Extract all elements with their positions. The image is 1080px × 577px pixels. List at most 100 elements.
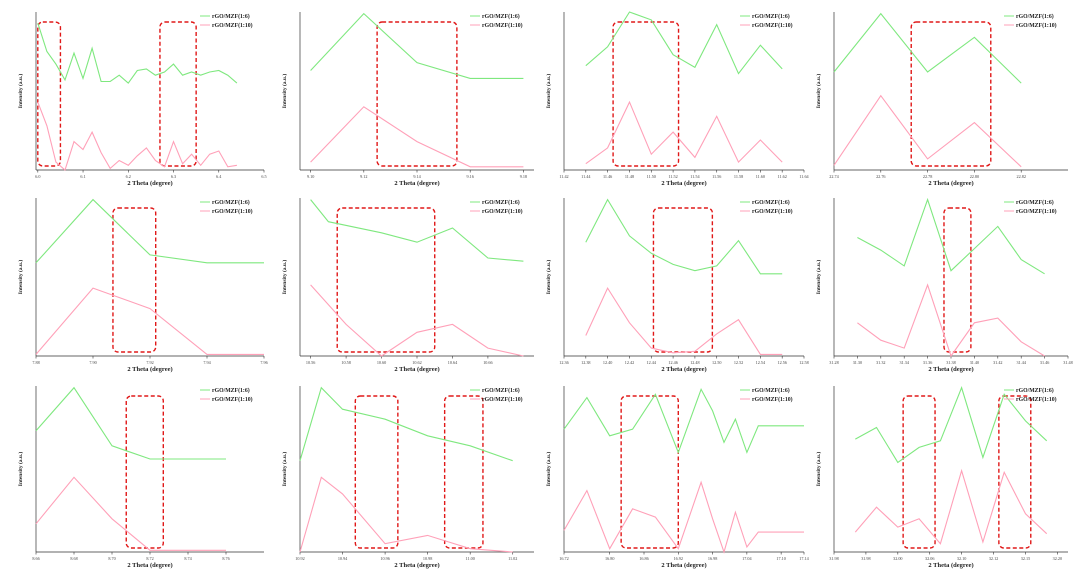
x-tick-label: 10.94 (338, 556, 348, 561)
x-axis-label: 2 Theta (degree) (661, 180, 706, 187)
x-axis-label: 2 Theta (degree) (928, 180, 973, 187)
series-line (585, 198, 783, 275)
series-line (37, 101, 237, 171)
x-tick-label: 11.52 (668, 174, 677, 179)
x-tick-label: 12.48 (690, 360, 699, 365)
x-tick-label: 12.46 (668, 360, 677, 365)
x-tick-label: 12.50 (712, 360, 721, 365)
chart-panel: 16.72 16.80 16.86 16.92 16.98 17.04 17.10 17.14… (542, 378, 810, 570)
highlight-box (37, 21, 62, 167)
x-tick-label: 11.48 (625, 174, 634, 179)
chart-panel: 7.88 7.90 7.92 7.94 7.96 2 Theta (degree) Inte… (14, 190, 270, 374)
series-line (35, 476, 226, 551)
y-axis-label: Intensity (a.u.) (17, 452, 24, 487)
x-tick-label: 6.2 (126, 174, 131, 179)
x-tick-label: 8.74 (184, 556, 192, 561)
x-tick-label: 12.36 (559, 360, 568, 365)
chart-svg: 9.10 9.12 9.14 9.16 9.18 2 Theta (degree) Inte… (281, 12, 534, 187)
x-tick-label: 10.98 (423, 556, 432, 561)
legend-label: rGO/MZF(1:10) (482, 396, 523, 403)
series-line (35, 287, 264, 355)
highlight-box (376, 21, 458, 167)
legend-label: rGO/MZF(1:10) (752, 208, 793, 215)
chart-svg: 22.74 22.76 22.78 22.80 22.82 2 Theta (degree… (815, 12, 1068, 187)
legend-label: rGO/MZF(1:6) (752, 387, 790, 394)
x-tick-label: 31.40 (970, 360, 979, 365)
x-tick-label: 16.86 (639, 556, 648, 561)
chart-svg: 12.36 12.38 12.40 12.42 12.44 12.46 12.48 12.50… (545, 198, 809, 373)
x-tick-label: 31.46 (1040, 360, 1049, 365)
x-tick-label: 31.98 (861, 556, 870, 561)
x-tick-label: 6.1 (80, 174, 85, 179)
highlight-box (620, 395, 679, 549)
y-axis-label: Intensity (a.u.) (545, 452, 552, 487)
x-tick-label: 12.40 (603, 360, 612, 365)
x-tick-label: 17.14 (799, 556, 809, 561)
series-line (563, 480, 804, 554)
legend-label: rGO/MZF(1:10) (482, 22, 523, 29)
chart-svg: 8.66 8.68 8.70 8.72 8.74 8.76 2 Theta (degree)… (17, 386, 264, 569)
x-tick-label: 16.98 (708, 556, 717, 561)
y-axis-label: Intensity (a.u.) (545, 260, 552, 295)
x-tick-label: 31.36 (923, 360, 932, 365)
series-line (310, 284, 524, 357)
x-tick-label: 10.60 (377, 360, 386, 365)
highlight-box (998, 395, 1032, 549)
chart-svg: 10.92 10.94 10.96 10.98 11.00 11.02 2 Theta (d… (281, 386, 534, 569)
legend-label: rGO/MZF(1:6) (752, 199, 790, 206)
x-tick-label: 6.0 (35, 174, 40, 179)
x-tick-label: 11.02 (508, 556, 517, 561)
x-tick-label: 11.44 (581, 174, 591, 179)
x-tick-label: 16.72 (559, 556, 568, 561)
x-tick-label: 12.52 (734, 360, 743, 365)
highlight-box (112, 207, 157, 353)
x-tick-label: 16.92 (674, 556, 683, 561)
chart-panel: 31.28 31.30 31.32 31.34 31.36 31.38 31.40 31.42… (812, 190, 1074, 374)
series-line (854, 468, 1048, 545)
x-tick-label: 11.64 (799, 174, 809, 179)
series-line (37, 22, 238, 84)
series-line (855, 386, 1048, 464)
y-axis-label: Intensity (a.u.) (815, 260, 822, 295)
y-axis-label: Intensity (a.u.) (17, 260, 24, 295)
x-tick-label: 10.56 (306, 360, 315, 365)
x-tick-label: 22.74 (829, 174, 839, 179)
legend-label: rGO/MZF(1:6) (1016, 13, 1054, 20)
chart-svg: 16.72 16.80 16.86 16.92 16.98 17.04 17.10 17.14… (545, 386, 810, 569)
chart-panel: 22.74 22.76 22.78 22.80 22.82 2 Theta (degree… (812, 4, 1074, 188)
chart-svg: 6.0 6.1 6.2 6.3 6.4 6.5 2 Theta (degree) Intens… (17, 12, 267, 187)
highlight-box (336, 207, 436, 353)
legend-label: rGO/MZF(1:10) (1016, 208, 1057, 215)
highlight-box (443, 395, 484, 549)
x-tick-label: 9.12 (360, 174, 367, 179)
x-tick-label: 12.58 (799, 360, 808, 365)
series-line (310, 106, 524, 168)
x-tick-label: 31.48 (1063, 360, 1072, 365)
chart-svg: 31.28 31.30 31.32 31.34 31.36 31.38 31.40 31.42… (815, 197, 1073, 373)
x-tick-label: 22.82 (1016, 174, 1025, 179)
x-axis-label: 2 Theta (degree) (127, 366, 172, 373)
x-tick-label: 9.18 (520, 174, 527, 179)
highlight-box (943, 207, 972, 353)
x-tick-label: 12.38 (581, 360, 590, 365)
x-tick-label: 12.56 (777, 360, 786, 365)
x-tick-label: 17.10 (776, 556, 785, 561)
x-tick-label: 32.12 (989, 556, 998, 561)
series-line (585, 11, 783, 75)
x-axis-label: 2 Theta (degree) (394, 366, 439, 373)
x-tick-label: 16.80 (605, 556, 614, 561)
x-tick-label: 6.5 (261, 174, 266, 179)
y-axis-label: Intensity (a.u.) (815, 74, 822, 109)
series-line (35, 386, 226, 460)
x-tick-label: 9.16 (467, 174, 474, 179)
legend-label: rGO/MZF(1:10) (1016, 396, 1057, 403)
x-tick-label: 22.76 (876, 174, 885, 179)
highlight-box (910, 21, 992, 167)
x-tick-label: 10.92 (295, 556, 304, 561)
x-axis-label: 2 Theta (degree) (928, 366, 973, 373)
x-tick-label: 7.90 (89, 360, 96, 365)
x-tick-label: 11.58 (734, 174, 743, 179)
x-tick-label: 31.28 (829, 360, 838, 365)
y-axis-label: Intensity (a.u.) (281, 74, 288, 109)
x-tick-label: 10.64 (448, 360, 458, 365)
